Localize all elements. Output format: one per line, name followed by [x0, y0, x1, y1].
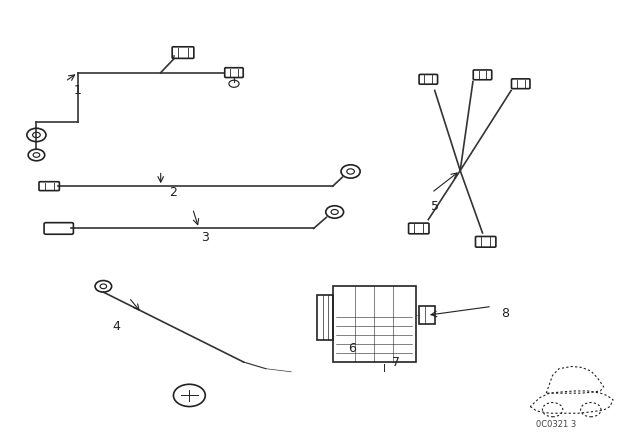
Bar: [419, 306, 435, 324]
Text: 4: 4: [112, 320, 120, 333]
Text: 3: 3: [202, 231, 209, 244]
Bar: [317, 295, 333, 340]
Text: 6: 6: [348, 342, 356, 355]
Text: 8: 8: [500, 306, 509, 319]
Text: 5: 5: [431, 200, 438, 213]
Text: 0C0321 3: 0C0321 3: [536, 420, 576, 429]
Text: 7: 7: [392, 356, 401, 369]
Bar: [333, 286, 415, 362]
Text: 2: 2: [170, 186, 177, 199]
Text: 1: 1: [74, 84, 82, 97]
